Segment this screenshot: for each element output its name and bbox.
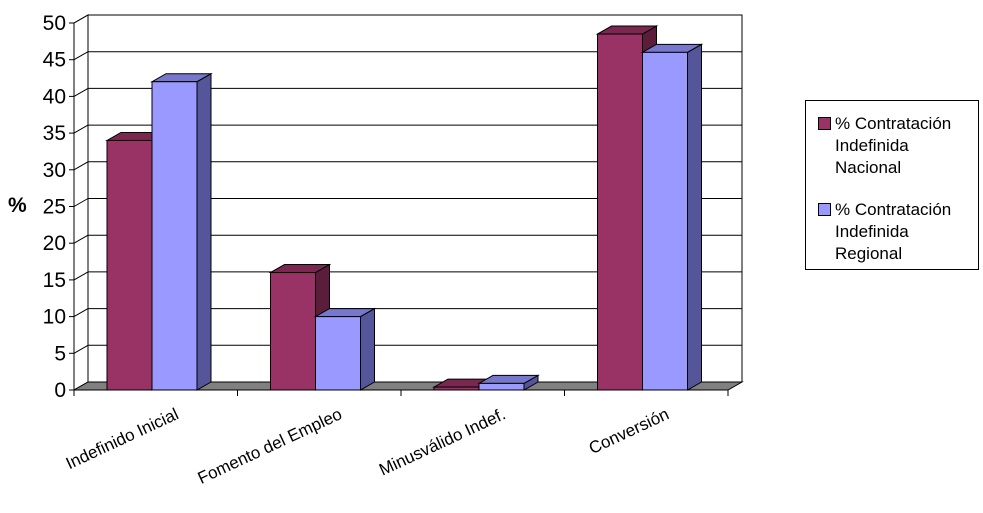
gridline-side	[73, 14, 89, 24]
bar-regional	[477, 374, 540, 391]
bar-regional	[150, 72, 213, 391]
y-tick-label: 50	[43, 12, 66, 35]
y-tick-label: 5	[54, 342, 66, 365]
legend-swatch-regional	[818, 203, 831, 216]
legend-item-regional: % Contratación Indefinida Regional	[818, 199, 978, 265]
y-tick-label: 25	[43, 196, 66, 219]
bar-side	[196, 72, 212, 391]
gridline-side	[73, 271, 89, 281]
bar-side	[360, 307, 375, 391]
y-axis-ticks: 0 5 10 15 20 25 30 35 40 45 50	[43, 12, 74, 402]
y-tick-label: 15	[43, 269, 66, 292]
x-tick-label: Indefinido Inicial	[63, 404, 182, 473]
gridline-side	[73, 161, 89, 171]
y-axis-label: %	[8, 194, 27, 217]
gridline-side	[73, 87, 89, 97]
legend-label-nacional: % Contratación Indefinida Nacional	[835, 114, 952, 177]
gridline-side	[73, 124, 89, 134]
x-axis-ticks: Indefinido Inicial Fomento del Empleo Minu…	[63, 390, 729, 488]
x-tick-label: Minusválido Indef.	[376, 404, 508, 479]
gridline-side	[73, 308, 89, 318]
x-tick-label: Conversión	[586, 404, 672, 458]
bar-nacional	[268, 263, 332, 391]
y-tick-label: 0	[54, 379, 66, 402]
y-tick-label: 45	[43, 49, 66, 72]
bar-regional	[313, 307, 377, 391]
legend: % Contratación Indefinida Nacional % Con…	[805, 100, 979, 270]
bar-front	[106, 139, 153, 391]
bar-regional	[640, 43, 704, 391]
y-tick-label: 30	[43, 159, 66, 182]
bar-side	[687, 43, 702, 391]
gridline-side	[73, 344, 89, 354]
bar-front	[597, 33, 643, 391]
bar-front	[151, 81, 198, 391]
x-tick-label: Fomento del Empleo	[195, 404, 345, 488]
legend-swatch-nacional	[818, 117, 831, 130]
gridline-side	[73, 234, 89, 244]
legend-label-regional: % Contratación Indefinida Regional	[835, 200, 952, 263]
legend-item-nacional: % Contratación Indefinida Nacional	[818, 113, 978, 179]
gridline-side	[73, 51, 89, 61]
gridline-side	[73, 198, 89, 207]
bar-front	[315, 316, 361, 391]
bar-front	[433, 386, 480, 391]
bar-front	[270, 272, 316, 391]
y-tick-label: 40	[43, 85, 66, 108]
bar-front	[642, 51, 688, 391]
y-tick-label: 20	[43, 232, 66, 255]
y-tick-label: 35	[43, 122, 66, 145]
bars	[105, 25, 704, 391]
bar-front	[478, 382, 525, 391]
y-tick-label: 10	[43, 306, 66, 329]
